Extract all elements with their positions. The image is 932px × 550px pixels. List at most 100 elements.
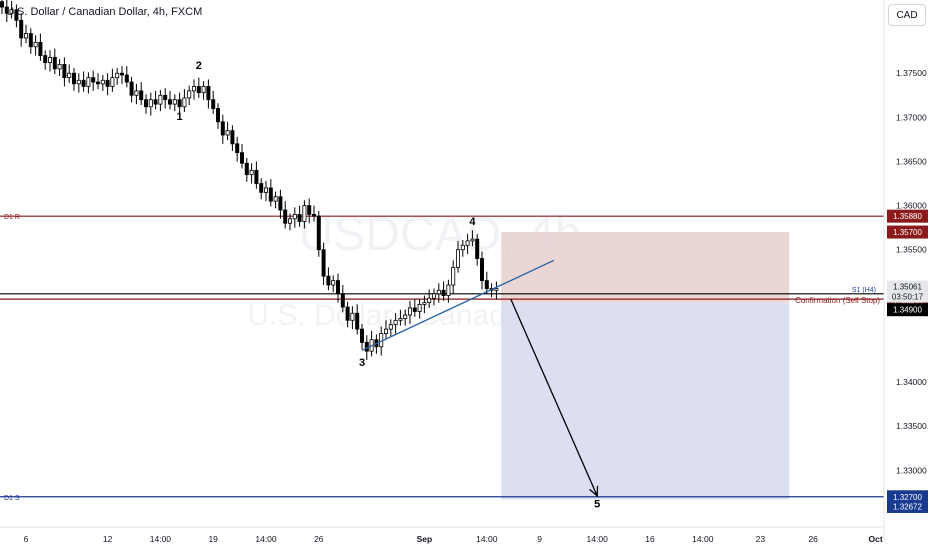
candle bbox=[470, 238, 475, 242]
level-label-2: Confirmation (Sell Stop) bbox=[795, 296, 880, 305]
candle bbox=[120, 72, 125, 76]
candle bbox=[273, 196, 278, 202]
candle bbox=[364, 341, 369, 352]
candle bbox=[81, 79, 86, 87]
candle bbox=[52, 56, 57, 70]
candle bbox=[14, 9, 19, 21]
candle bbox=[446, 284, 451, 296]
currency-button[interactable]: CAD bbox=[888, 4, 926, 26]
candle bbox=[311, 214, 316, 217]
candle bbox=[96, 81, 101, 85]
x-tick-label: 12 bbox=[103, 534, 113, 544]
candle bbox=[115, 72, 120, 79]
candle bbox=[263, 187, 268, 193]
candle bbox=[158, 94, 163, 105]
candle bbox=[417, 304, 422, 312]
candle bbox=[422, 302, 427, 305]
projection-arrow-line bbox=[510, 298, 598, 497]
candle bbox=[124, 74, 129, 83]
x-tick-label: 6 bbox=[24, 534, 29, 544]
candle bbox=[100, 79, 105, 85]
y-tick-label: 1.33500 bbox=[896, 421, 927, 431]
candle bbox=[249, 169, 254, 176]
candle bbox=[129, 81, 134, 96]
candle bbox=[72, 72, 77, 85]
candle bbox=[494, 288, 499, 291]
candle bbox=[191, 86, 196, 92]
candle bbox=[254, 169, 259, 184]
candle bbox=[235, 143, 240, 154]
candle bbox=[148, 99, 153, 108]
candle bbox=[403, 314, 408, 319]
candle bbox=[331, 280, 336, 286]
candle bbox=[143, 99, 148, 108]
tag-stop: 1.35700 bbox=[893, 228, 922, 237]
candle bbox=[244, 162, 249, 176]
candle bbox=[398, 318, 403, 321]
candle bbox=[196, 86, 201, 94]
x-tick-label: 16 bbox=[645, 534, 655, 544]
tag-d1r-bg bbox=[887, 209, 928, 223]
candle bbox=[278, 196, 283, 211]
candle bbox=[76, 79, 81, 85]
candle bbox=[28, 33, 33, 48]
projection-arrow-head bbox=[589, 485, 599, 498]
x-tick-label: Sep bbox=[417, 534, 433, 544]
level-label-0: D1 R bbox=[4, 214, 20, 221]
y-tick-label: 1.36000 bbox=[896, 201, 927, 211]
x-tick-label: 14:00 bbox=[255, 534, 277, 544]
candle bbox=[479, 258, 484, 281]
tag-entry-bg bbox=[887, 303, 928, 317]
candle bbox=[297, 214, 302, 222]
candle bbox=[33, 41, 38, 48]
candle bbox=[201, 86, 206, 94]
candle bbox=[0, 1, 4, 8]
candle bbox=[451, 266, 456, 286]
candle bbox=[287, 218, 292, 224]
candle bbox=[4, 6, 9, 14]
y-tick-label: 1.34000 bbox=[896, 377, 927, 387]
candle bbox=[139, 90, 144, 101]
candle bbox=[383, 328, 388, 334]
candle bbox=[182, 97, 187, 108]
candle bbox=[206, 86, 211, 101]
stop-loss-zone bbox=[501, 232, 790, 303]
candle bbox=[316, 215, 321, 251]
candle bbox=[211, 99, 216, 109]
candle bbox=[431, 293, 436, 299]
tag-stop-bg bbox=[887, 225, 928, 239]
level-label-3: D1 S bbox=[4, 495, 20, 502]
x-tick-label: 26 bbox=[808, 534, 818, 544]
candle bbox=[225, 130, 230, 136]
candle bbox=[475, 238, 480, 259]
candle bbox=[393, 319, 398, 326]
y-tick-label: 1.35500 bbox=[896, 245, 927, 255]
candle bbox=[455, 249, 460, 268]
candle bbox=[321, 249, 326, 277]
wave-label-5: 5 bbox=[594, 498, 600, 510]
y-tick-label: 1.36500 bbox=[896, 156, 927, 166]
candle bbox=[239, 152, 244, 164]
tag-level-price-2: 1.34900 bbox=[893, 299, 922, 308]
candle bbox=[359, 328, 364, 343]
candle bbox=[427, 297, 432, 304]
candle bbox=[172, 99, 177, 105]
candle bbox=[340, 293, 345, 308]
y-tick-label: 1.33000 bbox=[896, 465, 927, 475]
y-tick-label: 1.37000 bbox=[896, 112, 927, 122]
x-tick-label: 19 bbox=[208, 534, 218, 544]
candle bbox=[465, 240, 470, 246]
candle bbox=[187, 90, 192, 99]
candle bbox=[67, 72, 72, 79]
level-label-1: S1 (H4) bbox=[852, 287, 876, 294]
candle bbox=[62, 64, 67, 79]
candle bbox=[335, 280, 340, 295]
x-tick-label: 14:00 bbox=[150, 534, 172, 544]
wave-label-2: 2 bbox=[196, 60, 202, 72]
take-profit-zone bbox=[501, 302, 790, 500]
candle bbox=[436, 289, 441, 295]
trendline bbox=[361, 259, 555, 351]
candle bbox=[326, 275, 331, 286]
candle bbox=[484, 280, 489, 289]
